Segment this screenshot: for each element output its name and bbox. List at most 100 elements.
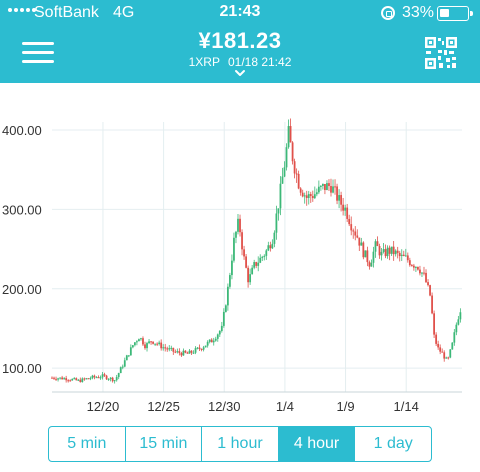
candle-body: [348, 218, 351, 225]
candle-body: [168, 348, 171, 350]
candle-body: [95, 377, 98, 379]
current-price[interactable]: ¥181.23: [198, 28, 282, 53]
tab-1-hour[interactable]: 1 hour: [202, 427, 279, 461]
candle-body: [127, 355, 130, 357]
x-tick-label: 1/4: [276, 399, 294, 414]
candle-body: [370, 262, 373, 267]
candle-body: [295, 173, 298, 175]
carrier-name: SoftBank: [34, 4, 99, 21]
candle-body: [226, 286, 229, 306]
candle-body: [194, 348, 197, 353]
candle-body: [81, 378, 84, 383]
candle-body: [299, 188, 302, 193]
candle-body: [340, 195, 343, 205]
network-type: 4G: [113, 4, 135, 21]
candle-body: [237, 218, 239, 232]
candle-body: [419, 269, 421, 274]
candle-body: [111, 377, 114, 382]
candle-body: [451, 342, 454, 350]
tab-5-min[interactable]: 5 min: [49, 427, 126, 461]
candle-body: [267, 245, 270, 251]
candle-body: [170, 347, 173, 349]
candle-body: [283, 167, 286, 177]
candle-body: [275, 213, 278, 233]
candle-body: [303, 195, 306, 197]
candle-body: [437, 343, 440, 348]
candle-body: [360, 242, 363, 246]
candle-body: [273, 232, 276, 244]
candle-body: [404, 255, 407, 257]
x-tick-label: 1/14: [394, 399, 419, 414]
candle-body: [117, 373, 120, 378]
candle-body: [368, 262, 371, 267]
candle-body: [105, 375, 108, 380]
price-subline[interactable]: 1XRP 01/18 21:42: [0, 55, 480, 69]
candle-body: [79, 379, 82, 383]
candle-body: [281, 176, 284, 184]
candle-body: [220, 325, 223, 332]
candle-body: [206, 341, 209, 346]
candle-body: [146, 343, 148, 349]
candle-body: [315, 192, 318, 195]
candle-body: [439, 347, 442, 352]
candle-body: [356, 235, 359, 238]
candle-body: [184, 350, 187, 353]
candle-body: [342, 204, 345, 211]
candle-body: [119, 367, 122, 374]
candle-body: [392, 246, 395, 255]
candle-body: [307, 194, 310, 199]
candle-body: [200, 348, 203, 350]
candle-body: [53, 377, 55, 379]
candle-body: [131, 345, 134, 348]
candle-body: [429, 285, 431, 296]
tab-4-hour[interactable]: 4 hour: [278, 427, 356, 461]
candle-body: [328, 183, 330, 187]
candle-body: [334, 186, 336, 188]
candle-body: [204, 345, 207, 348]
candle-body: [259, 257, 262, 263]
candle-body: [150, 341, 152, 343]
candle-body: [65, 378, 68, 381]
candle-body: [253, 262, 256, 268]
candle-body: [396, 250, 399, 253]
candle-body: [245, 256, 247, 268]
candle-body: [417, 266, 419, 270]
candle-body: [279, 183, 282, 209]
candle-body: [354, 231, 357, 236]
candle-body: [313, 194, 316, 199]
candle-body: [144, 344, 146, 349]
hamburger-menu-icon[interactable]: [22, 42, 54, 64]
chevron-down-icon[interactable]: [234, 68, 246, 80]
qr-code-icon[interactable]: [425, 37, 457, 69]
candle-body: [372, 251, 375, 263]
candle-body: [192, 352, 195, 354]
candle-body: [319, 185, 322, 187]
candle-body: [388, 247, 391, 254]
candle-body: [239, 218, 241, 233]
tab-15-min[interactable]: 15 min: [126, 427, 203, 461]
candle-body: [83, 378, 86, 380]
price-chart[interactable]: 100.00 200.00 300.00 400.00 12/20 12/25 12/30 1…: [0, 118, 480, 420]
battery-percent: 33%: [402, 4, 435, 21]
candle-body: [210, 339, 213, 343]
x-tick-label: 12/30: [208, 399, 241, 414]
candle-body: [352, 230, 355, 232]
candle-body: [263, 255, 266, 257]
candle-body: [69, 380, 72, 382]
candle-body: [109, 377, 112, 380]
candle-body: [99, 377, 102, 379]
candle-body: [214, 338, 217, 341]
candle-body: [142, 338, 144, 345]
tab-1-day[interactable]: 1 day: [373, 435, 413, 452]
candle-body: [435, 334, 438, 344]
candle-body: [445, 357, 448, 359]
candle-body: [154, 343, 157, 345]
candle-body: [218, 331, 221, 335]
candle-body: [73, 378, 76, 380]
candle-body: [190, 350, 193, 353]
candle-body: [224, 305, 227, 312]
candle-body: [115, 377, 118, 381]
candle-body: [415, 266, 417, 268]
candle-body: [293, 161, 296, 174]
candle-body: [400, 254, 403, 257]
